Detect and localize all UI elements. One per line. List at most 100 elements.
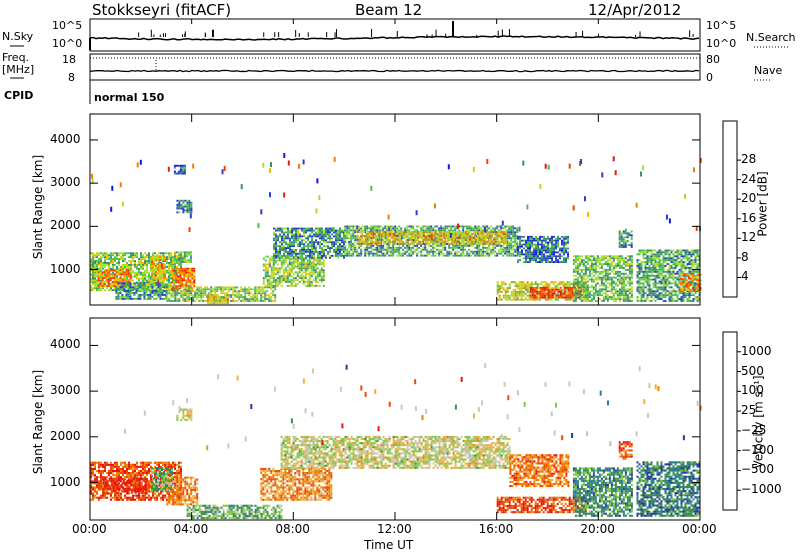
heatmap-cell — [454, 229, 457, 232]
heatmap-cell — [506, 296, 509, 299]
heatmap-cell — [394, 231, 397, 234]
heatmap-cell — [516, 294, 519, 297]
heatmap-cell — [510, 233, 513, 236]
heatmap-cell — [327, 252, 329, 255]
heatmap-cell — [510, 241, 513, 243]
heatmap-cell — [339, 249, 341, 251]
heatmap-cell — [181, 279, 184, 282]
heatmap-cell — [525, 259, 527, 262]
heatmap-cell — [214, 300, 217, 302]
heatmap-cell — [598, 263, 601, 265]
heatmap-cell — [553, 255, 555, 258]
heatmap-cell — [400, 239, 403, 241]
heatmap-cell — [492, 236, 495, 239]
heatmap-cell — [531, 259, 533, 262]
heatmap-cell — [506, 287, 509, 289]
heatmap-cell — [550, 287, 553, 289]
heatmap-cell — [322, 275, 325, 278]
heatmap-cell — [112, 267, 114, 270]
heatmap-cell — [157, 278, 159, 281]
heatmap-cell — [296, 273, 299, 276]
heatmap-cell — [157, 257, 159, 260]
heatmap-cell — [563, 235, 565, 238]
heatmap-cell — [545, 292, 548, 295]
heatmap-cell — [396, 232, 399, 235]
heatmap-cell — [111, 284, 114, 287]
heatmap-cell — [222, 298, 225, 301]
heatmap-cell — [278, 271, 281, 274]
heatmap-cell — [194, 292, 197, 295]
heatmap-cell — [297, 239, 299, 242]
heatmap-cell — [300, 273, 303, 276]
heatmap-cell — [370, 232, 373, 235]
heatmap-cell — [127, 295, 130, 298]
heatmap-cell — [181, 277, 184, 280]
heatmap-cell — [430, 244, 433, 247]
heatmap-cell — [356, 248, 359, 251]
heatmap-cell — [448, 225, 451, 228]
heatmap-cell — [288, 279, 291, 281]
heatmap-cell — [99, 277, 102, 279]
heatmap-cell — [551, 245, 553, 248]
heatmap-cell — [317, 256, 319, 259]
heatmap-cell — [185, 259, 188, 262]
heatmap-cell — [168, 262, 170, 264]
heatmap-cell — [582, 281, 585, 284]
heatmap-cell — [92, 283, 94, 286]
heatmap-cell — [240, 288, 243, 291]
heatmap-cell — [183, 285, 186, 288]
heatmap-cell — [308, 284, 311, 287]
freq-label-line1: Freq. — [2, 51, 30, 64]
heatmap-cell — [279, 241, 281, 244]
heatmap-cell — [305, 227, 307, 230]
heatmap-cell — [420, 254, 423, 257]
heatmap-cell — [318, 273, 321, 276]
heatmap-cell — [129, 297, 132, 300]
heatmap-cell — [208, 296, 211, 298]
heatmap-cell — [322, 259, 325, 262]
heatmap-cell — [127, 297, 130, 300]
heatmap-cell — [592, 270, 595, 273]
heatmap-cell — [594, 265, 597, 267]
heatmap-cell — [140, 258, 142, 260]
heatmap-cell — [364, 248, 367, 251]
heatmap-cell — [364, 250, 367, 253]
heatmap-cell — [358, 236, 361, 239]
heatmap-cell — [262, 290, 265, 293]
heatmap-cell — [182, 209, 185, 212]
heatmap-cell — [142, 279, 144, 282]
heatmap-cell — [104, 263, 106, 266]
heatmap-cell — [144, 262, 146, 264]
heatmap-cell — [578, 290, 581, 293]
heatmap-cell — [578, 280, 581, 283]
heatmap-cell — [168, 279, 170, 282]
heatmap-cell — [177, 275, 180, 278]
heatmap-cell — [555, 294, 558, 297]
heatmap-cell — [396, 248, 399, 251]
heatmap-cell — [382, 230, 385, 233]
heatmap-cell — [214, 288, 217, 291]
heatmap-cell — [535, 257, 537, 260]
heatmap-cell — [418, 240, 421, 243]
heatmap-cell — [352, 237, 355, 240]
heatmap-cell — [392, 240, 395, 243]
heatmap-cell — [396, 238, 399, 241]
heatmap-cell — [580, 300, 583, 302]
heatmap-cell — [396, 243, 399, 245]
heatmap-cell — [512, 225, 515, 228]
heatmap-cell — [529, 261, 531, 263]
heatmap-cell — [181, 281, 184, 284]
heatmap-cell — [304, 269, 307, 272]
heatmap-cell — [337, 237, 339, 240]
heatmap-cell — [272, 263, 275, 266]
heatmap-cell — [547, 245, 549, 248]
heatmap-cell — [549, 251, 551, 254]
heatmap-cell — [303, 249, 305, 251]
heatmap-cell — [602, 300, 605, 302]
heatmap-cell — [496, 238, 499, 241]
heatmap-cell — [132, 254, 134, 257]
heatmap-cell — [568, 283, 571, 286]
heatmap-cell — [181, 166, 184, 169]
heatmap-cell — [331, 229, 333, 232]
heatmap-cell — [173, 261, 176, 263]
